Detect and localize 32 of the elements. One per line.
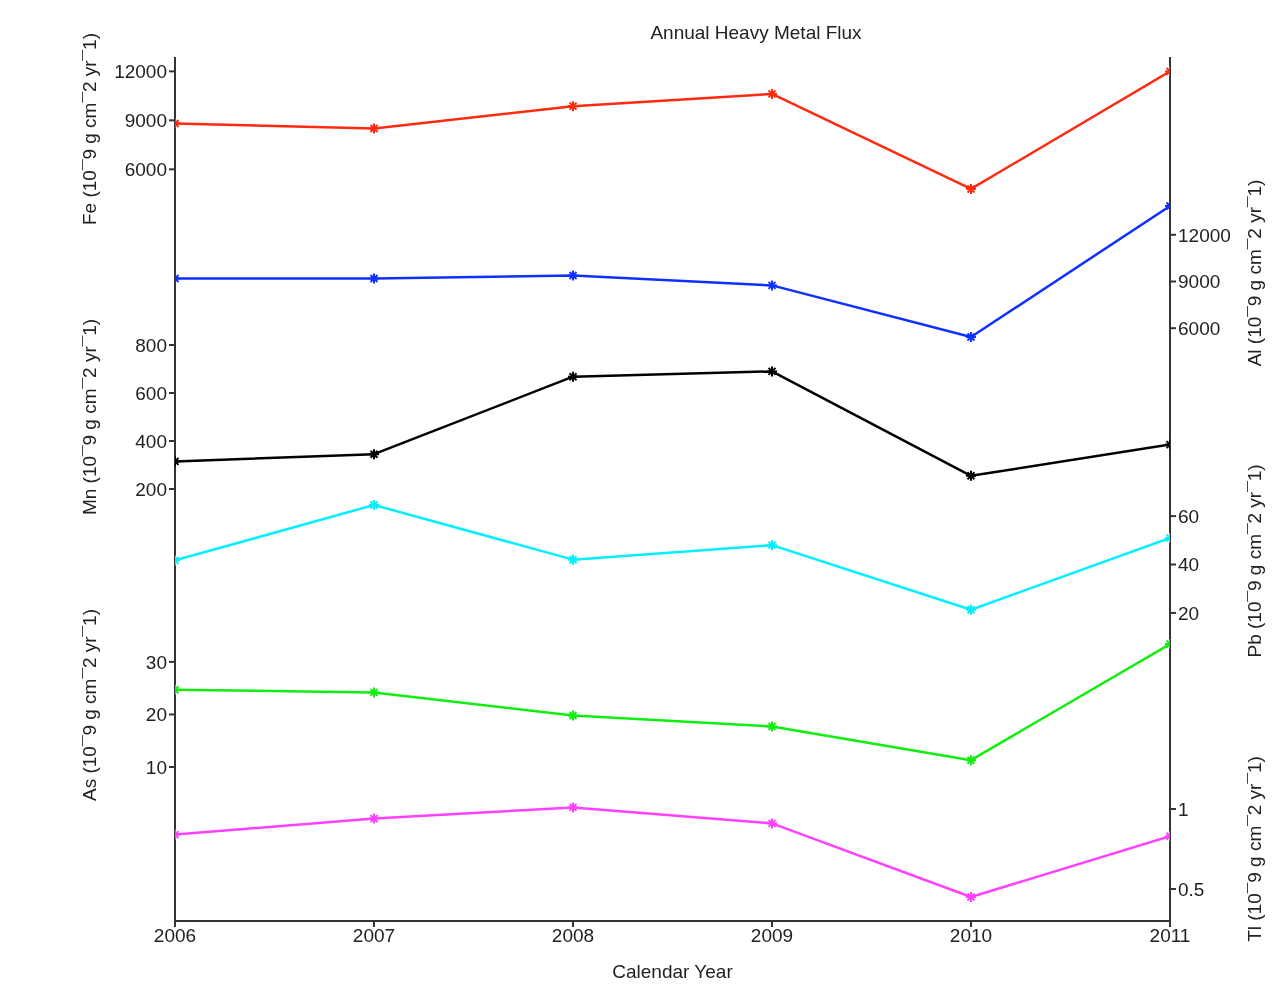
y-tick-label: 200 [135,478,167,500]
y2-axis-title: Tl (10¯9 g cm¯2 yr¯1) [1244,756,1266,942]
y-axis-title: As (10¯9 g cm¯2 yr¯1) [79,609,101,801]
y2-axis-title: Pb (10¯9 g cm¯2 yr¯1) [1244,464,1266,658]
y-tick-label: 400 [135,430,167,452]
y2-tick-label: 60 [1178,505,1200,527]
x-tick-label: 2010 [949,925,993,947]
x-tick-label: 2011 [1149,925,1191,947]
y-tick-label: 10 [145,756,167,778]
x-tick-label: 2006 [153,925,197,947]
x-tick-label: 2007 [352,925,396,947]
y-tick-label: 800 [135,334,167,356]
x-tick-label: 2008 [551,925,595,947]
x-tick-label: 2009 [750,925,794,947]
y-tick-label: 600 [135,382,167,404]
y2-tick-label: 12000 [1178,224,1231,246]
y2-tick-label: 9000 [1178,271,1221,293]
y-tick-label: 30 [145,651,167,673]
y-axis-title: Fe (10¯9 g cm¯2 yr¯1) [79,33,101,225]
y-tick-label: 6000 [124,159,167,181]
chart-title: Annual Heavy Metal Flux [650,21,862,44]
y2-tick-label: 6000 [1178,317,1221,339]
y2-tick-label: 20 [1178,602,1200,624]
y2-tick-label: 40 [1178,554,1200,576]
x-axis-title: Calendar Year [611,961,734,983]
y2-axis-title: Al (10¯9 g cm¯2 yr¯1) [1244,179,1266,367]
y-tick-label: 9000 [124,110,167,132]
y2-tick-label: 1 [1178,798,1189,820]
y-axis-title: Mn (10¯9 g cm¯2 yr¯1) [79,318,101,516]
y2-tick-label: 0.5 [1178,878,1205,900]
y-tick-label: 12000 [114,61,167,83]
y-tick-label: 20 [145,704,167,726]
